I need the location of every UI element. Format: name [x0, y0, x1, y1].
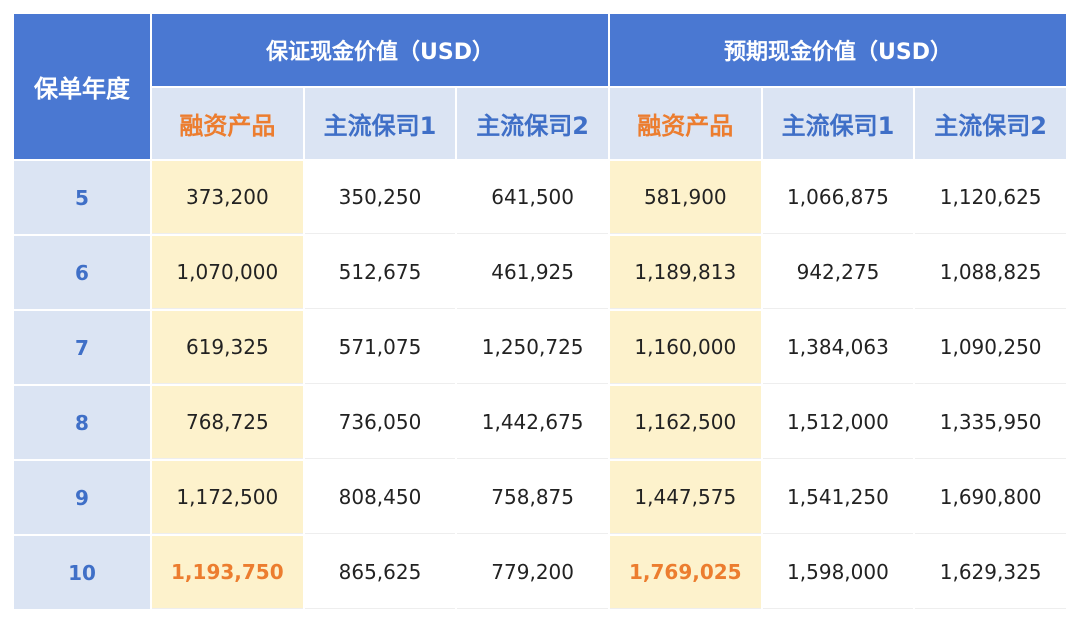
value-cell: 641,500 [457, 161, 608, 234]
value-cell: 1,066,875 [762, 161, 914, 234]
value-cell: 1,088,825 [915, 236, 1066, 309]
guaranteed-cash-value-header: 保证现金价值（USD） [152, 14, 608, 86]
value-cell: 1,598,000 [762, 536, 914, 609]
table-row: 10 1,193,750 865,625 779,200 1,769,025 1,598,… [14, 536, 1066, 609]
value-cell: 1,090,250 [915, 311, 1066, 384]
financing-product-value-cell: 1,193,750 [152, 536, 303, 609]
policy-year-cell: 6 [14, 236, 150, 309]
policy-year-cell: 10 [14, 536, 150, 609]
column-header: 融资产品 [152, 88, 303, 159]
column-header: 主流保司2 [915, 88, 1066, 159]
value-cell: 1,512,000 [762, 386, 914, 459]
financing-product-value-cell: 1,162,500 [609, 386, 761, 459]
value-cell: 758,875 [457, 461, 608, 534]
value-cell: 736,050 [304, 386, 456, 459]
value-cell: 571,075 [304, 311, 456, 384]
financing-product-value-cell: 1,769,025 [609, 536, 761, 609]
value-cell: 1,335,950 [915, 386, 1066, 459]
table-row: 8 768,725 736,050 1,442,675 1,162,500 1,512,0… [14, 386, 1066, 459]
table-row: 7 619,325 571,075 1,250,725 1,160,000 1,384,0… [14, 311, 1066, 384]
financing-product-value-cell: 619,325 [152, 311, 303, 384]
value-cell: 350,250 [304, 161, 456, 234]
value-cell: 512,675 [304, 236, 456, 309]
value-cell: 779,200 [457, 536, 608, 609]
value-cell: 942,275 [762, 236, 914, 309]
policy-year-cell: 9 [14, 461, 150, 534]
financing-product-value-cell: 768,725 [152, 386, 303, 459]
column-header: 主流保司1 [762, 88, 914, 159]
policy-year-header: 保单年度 [14, 14, 150, 159]
value-cell: 1,384,063 [762, 311, 914, 384]
value-cell: 1,541,250 [762, 461, 914, 534]
expected-cash-value-header: 预期现金价值（USD） [609, 14, 1066, 86]
table-row: 5 373,200 350,250 641,500 581,900 1,066,875 1,… [14, 161, 1066, 234]
table-body: 5 373,200 350,250 641,500 581,900 1,066,875 1,… [14, 161, 1066, 609]
value-cell: 1,120,625 [915, 161, 1066, 234]
financing-product-value-cell: 1,447,575 [609, 461, 761, 534]
financing-product-value-cell: 1,189,813 [609, 236, 761, 309]
financing-product-value-cell: 1,172,500 [152, 461, 303, 534]
column-header: 融资产品 [609, 88, 761, 159]
value-cell: 1,690,800 [915, 461, 1066, 534]
value-cell: 461,925 [457, 236, 608, 309]
policy-year-cell: 8 [14, 386, 150, 459]
value-cell: 1,250,725 [457, 311, 608, 384]
financing-product-value-cell: 373,200 [152, 161, 303, 234]
value-cell: 1,629,325 [915, 536, 1066, 609]
financing-product-value-cell: 1,160,000 [609, 311, 761, 384]
column-header: 主流保司1 [304, 88, 456, 159]
table-row: 9 1,172,500 808,450 758,875 1,447,575 1,541,2… [14, 461, 1066, 534]
table-row: 6 1,070,000 512,675 461,925 1,189,813 942,275… [14, 236, 1066, 309]
value-cell: 1,442,675 [457, 386, 608, 459]
cash-value-comparison-table: 保单年度 保证现金价值（USD） 预期现金价值（USD） 融资产品 主流保司1 … [12, 12, 1068, 611]
value-cell: 808,450 [304, 461, 456, 534]
policy-year-cell: 7 [14, 311, 150, 384]
policy-year-cell: 5 [14, 161, 150, 234]
financing-product-value-cell: 581,900 [609, 161, 761, 234]
value-cell: 865,625 [304, 536, 456, 609]
financing-product-value-cell: 1,070,000 [152, 236, 303, 309]
column-header: 主流保司2 [457, 88, 608, 159]
